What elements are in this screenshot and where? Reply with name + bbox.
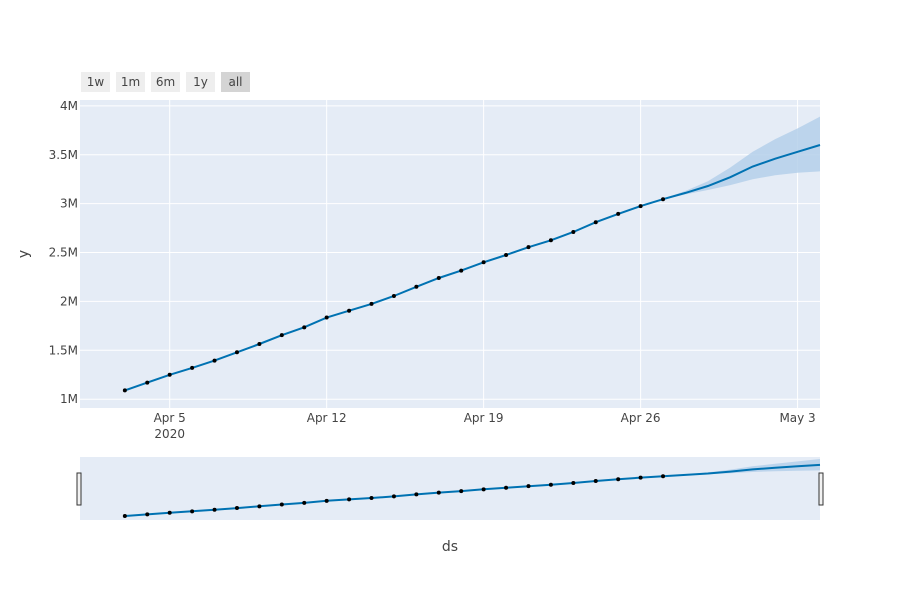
x-tick-label: Apr 26 [621,411,661,425]
x-axis-ticks: Apr 5 2020 Apr 12 Apr 19 Apr 26 May 3 [154,411,816,441]
y-tick-label: 2.5M [49,246,78,260]
slider-point [661,474,666,479]
plot-area[interactable] [80,100,820,408]
range-button-label: 1m [121,75,140,89]
actual-point[interactable] [324,315,329,320]
range-selector: 1w 1m 6m 1y all [81,72,250,92]
slider-point [279,502,284,507]
slider-point [145,512,150,517]
slider-point [369,495,374,500]
range-button-bg [116,72,145,92]
rangeslider-series [122,459,821,518]
actual-point[interactable] [593,220,598,225]
x-axis-title: ds [442,539,458,555]
slider-point [190,509,195,514]
slider-point [436,490,441,495]
range-button-6m[interactable]: 6m [151,72,180,92]
y-tick-label: 1M [60,392,78,406]
range-button-label: 1y [193,75,208,89]
actual-point[interactable] [504,252,509,257]
slider-forecast-line [124,463,821,517]
slider-point [504,485,509,490]
slider-point [481,487,486,492]
slider-uncertainty-band [663,459,820,477]
actual-point[interactable] [638,204,643,209]
y-tick-label: 3M [60,197,78,211]
slider-point [391,494,396,499]
actual-point[interactable] [347,308,352,313]
range-button-bg [151,72,180,92]
range-button-1m[interactable]: 1m [116,72,145,92]
y-axis-ticks: 1M 1.5M 2M 2.5M 3M 3.5M 4M [49,99,78,406]
actual-point[interactable] [571,230,576,234]
slider-point [347,497,352,502]
slider-point [638,475,643,480]
slider-point [234,506,239,511]
range-button-label: 6m [156,75,175,89]
actual-point[interactable] [167,372,172,377]
main-series [122,116,821,393]
x-tick-label: Apr 12 [307,411,347,425]
rangeslider-handles[interactable] [76,472,824,506]
y-axis-title: y [16,250,32,258]
actual-point[interactable] [190,365,195,370]
range-button-label: 1w [87,75,105,89]
range-button-all[interactable]: all [221,72,250,92]
slider-point [571,481,576,486]
actual-point[interactable] [481,260,486,265]
rangeslider[interactable] [80,457,820,520]
y-tick-label: 2M [60,294,78,308]
slider-point [324,498,329,503]
actual-point[interactable] [616,211,621,216]
slider-point [593,478,598,483]
slider-point [122,514,127,518]
range-button-label: all [228,75,242,89]
slider-point [257,504,262,509]
x-tick-label: Apr 19 [464,411,504,425]
actual-point[interactable] [302,325,307,330]
actual-point[interactable] [257,341,262,346]
actual-point[interactable] [122,388,127,393]
x-tick-label: Apr 5 [154,411,186,425]
x-tick-label: 2020 [154,427,185,441]
y-tick-label: 1.5M [49,343,78,357]
actual-point[interactable] [279,333,284,338]
actual-point[interactable] [414,284,419,289]
actual-point[interactable] [212,358,217,363]
slider-point [616,477,621,482]
x-tick-label: May 3 [779,411,815,425]
slider-point [302,500,307,505]
y-tick-label: 3.5M [49,148,78,162]
slider-point [526,484,531,489]
y-tick-label: 4M [60,99,78,113]
y-gridlines [80,105,820,400]
slider-point [212,507,217,512]
uncertainty-band [663,116,820,200]
actual-point[interactable] [459,268,464,273]
actual-point[interactable] [234,350,239,355]
slider-point [459,489,464,494]
range-button-bg [221,72,250,92]
slider-point [167,510,172,515]
actual-point[interactable] [548,238,553,243]
rangeslider-left-handle[interactable] [76,472,82,506]
actual-point[interactable] [661,197,666,202]
actual-point[interactable] [369,301,374,306]
range-button-1y[interactable]: 1y [186,72,215,92]
slider-point [414,492,419,497]
range-button-1w[interactable]: 1w [81,72,110,92]
slider-point [548,482,553,487]
range-button-bg [186,72,215,92]
forecast-line [124,144,821,392]
actual-point[interactable] [145,380,150,385]
actual-point[interactable] [391,294,396,299]
rangeslider-right-handle[interactable] [818,472,824,506]
range-button-bg [81,72,110,92]
actual-point[interactable] [436,275,441,280]
actual-point[interactable] [526,245,531,250]
